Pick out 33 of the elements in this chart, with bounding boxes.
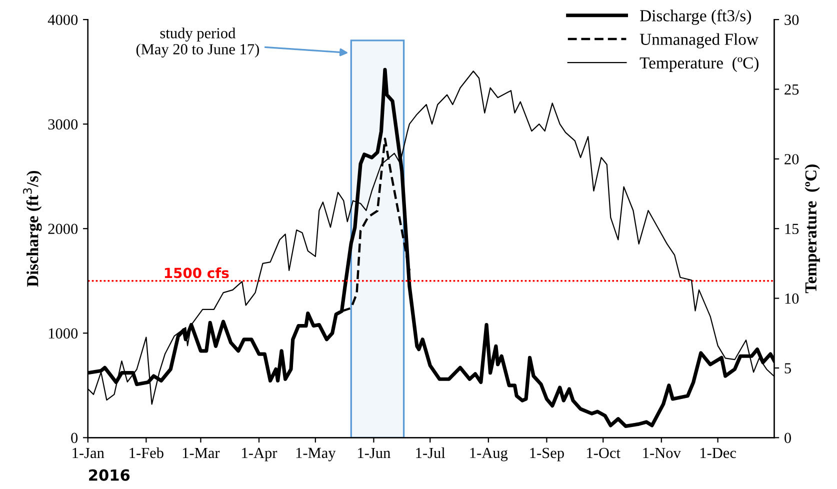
x-tick-label: 1-Jul [416, 447, 446, 458]
x-tick-label: 1-Apr [242, 448, 278, 462]
legend-label: Discharge (ft3/s) [640, 9, 751, 25]
x-axis-title: 2016 [89, 469, 130, 481]
x-tick-label: 1-May [296, 448, 336, 462]
y2-tick-label: 0 [784, 432, 792, 444]
y2-tick-label: 5 [784, 363, 791, 374]
y-tick-label: 4000 [48, 14, 78, 26]
y-tick-label: 1000 [48, 328, 78, 339]
y-tick-label: 0 [71, 432, 78, 444]
x-tick-label: 1-Dec [700, 448, 736, 458]
x-tick-label: 1-Sep [530, 448, 564, 462]
y2-axis-title: Temperature (ºC) [804, 164, 820, 294]
x-tick-label: 1-Jan [72, 448, 104, 458]
x-tick-label: 1-Mar [182, 448, 220, 458]
y-axis-title: Discharge (ft$^{3}$/s) [23, 170, 42, 287]
y2-tick-label: 30 [784, 14, 799, 26]
x-tick-label: 1-Oct [587, 448, 620, 458]
x-tick-label: 1-Aug [470, 448, 508, 462]
line-series [340, 138, 411, 312]
y-tick-label: 3000 [48, 119, 78, 130]
x-tick-label: 1-Jun [358, 448, 390, 458]
x-tick-label: 1-Feb [130, 447, 164, 458]
y2-tick-label: 25 [784, 84, 799, 95]
band-label: study period (May 20 to June 17) [136, 28, 259, 58]
x-tick-label: 1-Nov [643, 448, 681, 458]
y2-tick-label: 10 [785, 293, 799, 304]
legend-label: Temperature (ºC) [640, 56, 758, 72]
y-tick-label: 2000 [48, 224, 78, 234]
y2-tick-label: 20 [784, 154, 799, 164]
ref-line-label: 1500 cfs [164, 267, 229, 278]
y2-tick-label: 15 [785, 224, 799, 234]
legend-label: Unmanaged Flow [640, 33, 758, 48]
